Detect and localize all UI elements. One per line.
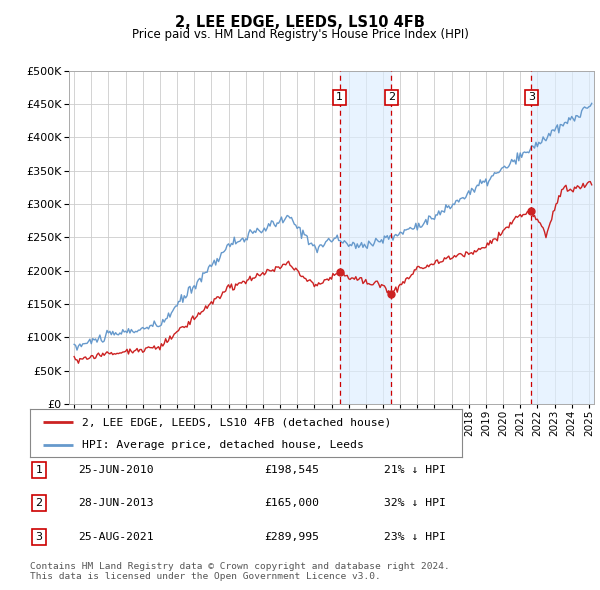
Text: Contains HM Land Registry data © Crown copyright and database right 2024.
This d: Contains HM Land Registry data © Crown c…	[30, 562, 450, 581]
Text: 1: 1	[336, 93, 343, 103]
Text: £289,995: £289,995	[264, 532, 319, 542]
Text: 21% ↓ HPI: 21% ↓ HPI	[384, 466, 446, 475]
Text: 1: 1	[35, 466, 43, 475]
Text: 2, LEE EDGE, LEEDS, LS10 4FB (detached house): 2, LEE EDGE, LEEDS, LS10 4FB (detached h…	[82, 417, 391, 427]
Bar	[532, 71, 594, 404]
Text: £165,000: £165,000	[264, 499, 319, 508]
Text: 23% ↓ HPI: 23% ↓ HPI	[384, 532, 446, 542]
Text: 3: 3	[35, 532, 43, 542]
Text: 3: 3	[528, 93, 535, 103]
Text: 32% ↓ HPI: 32% ↓ HPI	[384, 499, 446, 508]
Point	[386, 290, 396, 299]
Text: 25-JUN-2010: 25-JUN-2010	[78, 466, 154, 475]
Text: Price paid vs. HM Land Registry's House Price Index (HPI): Price paid vs. HM Land Registry's House …	[131, 28, 469, 41]
Point	[335, 267, 344, 277]
Text: 25-AUG-2021: 25-AUG-2021	[78, 532, 154, 542]
Text: 2, LEE EDGE, LEEDS, LS10 4FB: 2, LEE EDGE, LEEDS, LS10 4FB	[175, 15, 425, 30]
Point	[527, 206, 536, 215]
Text: 2: 2	[35, 499, 43, 508]
Text: HPI: Average price, detached house, Leeds: HPI: Average price, detached house, Leed…	[82, 440, 364, 450]
Text: 2: 2	[388, 93, 395, 103]
Text: £198,545: £198,545	[264, 466, 319, 475]
Bar	[340, 71, 391, 404]
Text: 28-JUN-2013: 28-JUN-2013	[78, 499, 154, 508]
